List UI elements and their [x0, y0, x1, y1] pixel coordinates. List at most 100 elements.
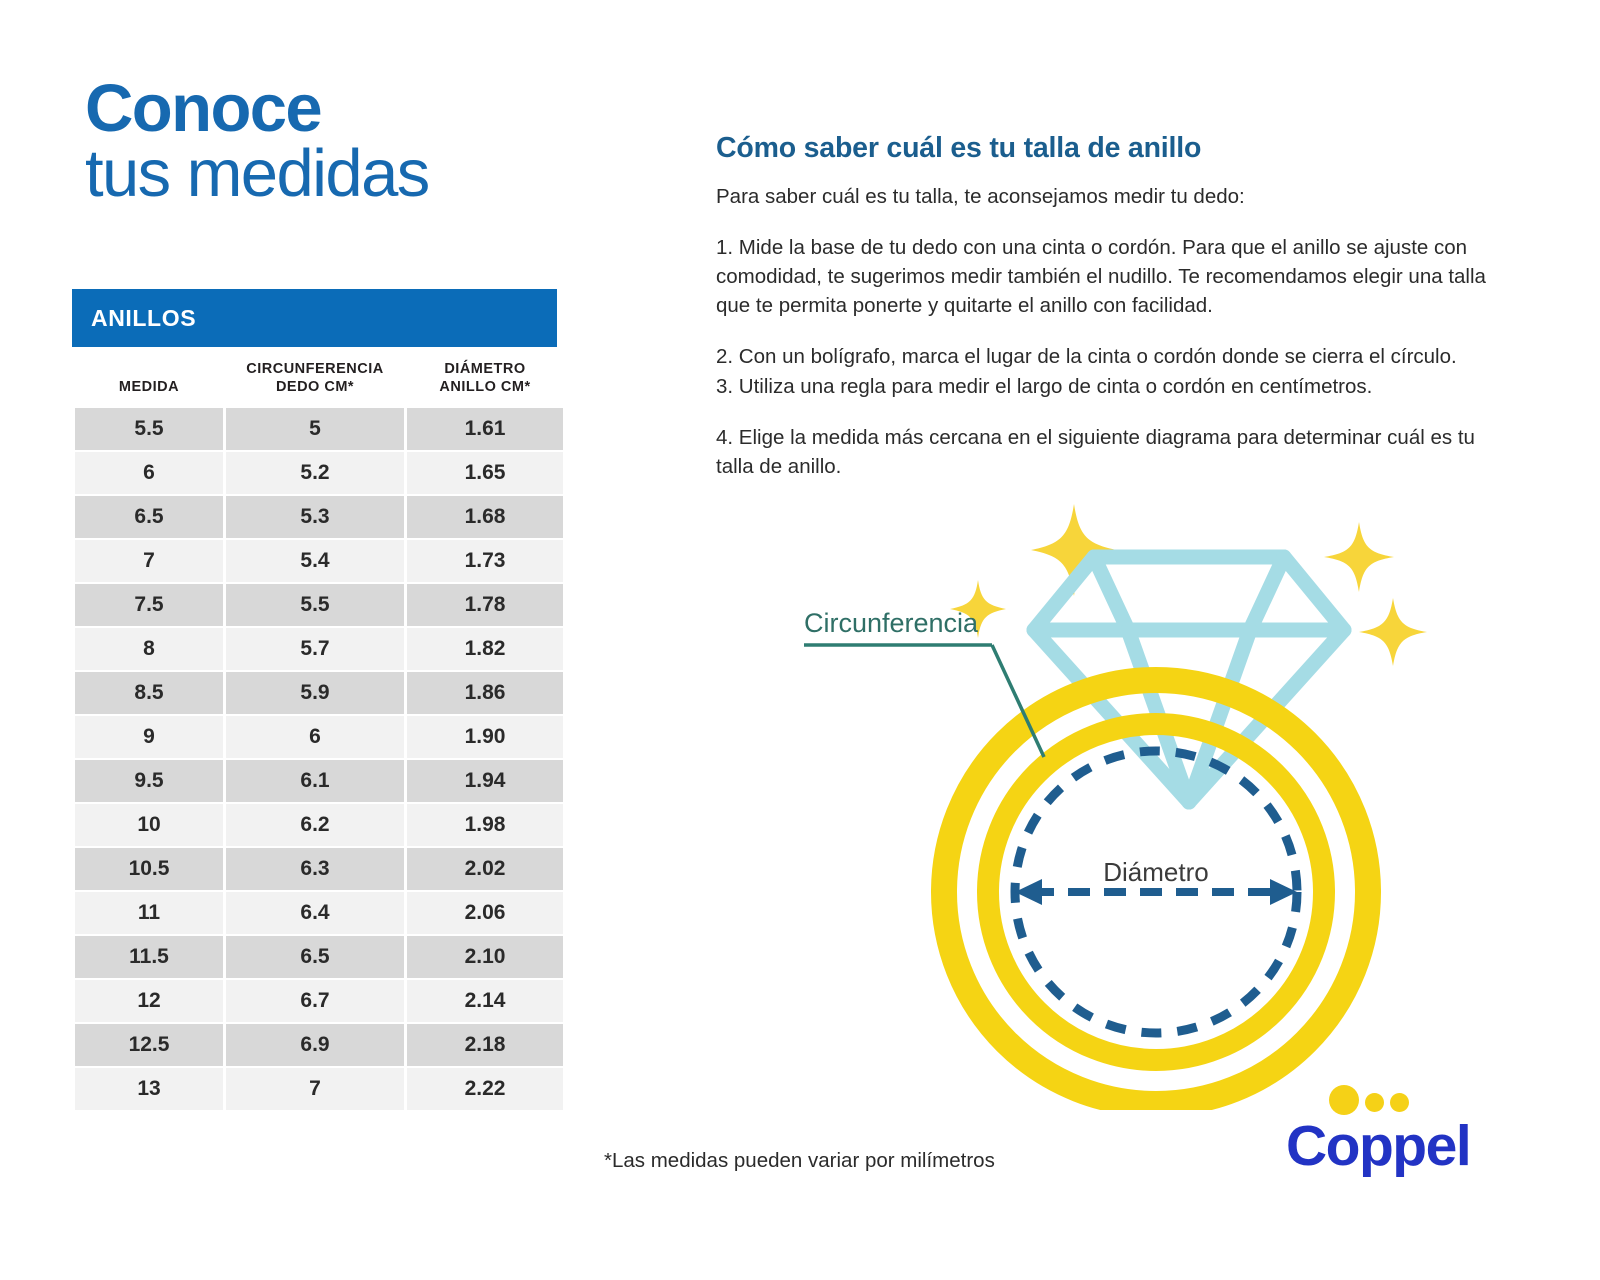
sparkle-icon-left — [950, 580, 1006, 638]
table-cell: 2.06 — [407, 892, 563, 935]
page-title: Conoce tus medidas — [85, 71, 430, 211]
table-cell: 2.10 — [407, 936, 563, 979]
instructions-title: Cómo saber cuál es tu talla de anillo — [716, 132, 1202, 164]
table-cell: 12 — [75, 980, 223, 1023]
table-cell: 5.9 — [226, 672, 404, 715]
table-row: 12 6.7 2.14 — [75, 980, 563, 1023]
table-cell: 6.1 — [226, 760, 404, 803]
column-header-medida-line-1: MEDIDA — [118, 378, 180, 395]
headline-line-2: tus medidas — [85, 135, 430, 211]
column-header-diametro-line-1: DIÁMETRO — [444, 361, 526, 377]
column-header-circunferencia-line-1: CIRCUNFERENCIA — [246, 361, 384, 377]
table-row: 9.5 6.1 1.94 — [75, 760, 563, 803]
table-row: 8.5 5.9 1.86 — [75, 672, 563, 715]
table-cell: 2.22 — [407, 1068, 563, 1111]
table-row: 10 6.2 1.98 — [75, 804, 563, 847]
instructions-step-1: 1. Mide la base de tu dedo con una cinta… — [716, 236, 1486, 318]
table-row: 7.5 5.5 1.78 — [75, 584, 563, 627]
sparkle-icon-top-left — [1031, 504, 1117, 596]
table-cell: 1.82 — [407, 628, 563, 671]
measurements-table: MEDIDA CIRCUNFERENCIA DEDO CM* DIÁMETRO … — [72, 351, 566, 1112]
table-cell: 10.5 — [75, 848, 223, 891]
instructions-intro: Para saber cuál es tu talla, te aconseja… — [716, 185, 1245, 208]
column-header-circunferencia: CIRCUNFERENCIA DEDO CM* — [226, 353, 404, 406]
table-cell: 9.5 — [75, 760, 223, 803]
circumference-label: Circunferencia — [804, 608, 979, 638]
table-cell: 7 — [226, 1068, 404, 1111]
table-cell: 1.94 — [407, 760, 563, 803]
diameter-arrowheads — [1015, 879, 1297, 905]
left-column: Conoce tus medidas ANILLOS MEDIDA CIRCUN… — [72, 0, 563, 1280]
table-header-row: MEDIDA CIRCUNFERENCIA DEDO CM* DIÁMETRO … — [75, 353, 563, 406]
table-cell: 11 — [75, 892, 223, 935]
right-column: Cómo saber cuál es tu talla de anillo Pa… — [716, 0, 1516, 1280]
footnote: *Las medidas pueden variar por milímetro… — [604, 1149, 995, 1172]
table-row: 11.5 6.5 2.10 — [75, 936, 563, 979]
table-row: 7 5.4 1.73 — [75, 540, 563, 583]
table-cell: 6.2 — [226, 804, 404, 847]
table-cell: 6.3 — [226, 848, 404, 891]
table-cell: 1.65 — [407, 452, 563, 495]
instructions-step-2: 2. Con un bolígrafo, marca el lugar de l… — [716, 345, 1457, 369]
table-row: 13 7 2.22 — [75, 1068, 563, 1111]
column-header-diametro-line-2: ANILLO CM* — [439, 378, 531, 395]
table-head: MEDIDA CIRCUNFERENCIA DEDO CM* DIÁMETRO … — [75, 353, 563, 406]
table-cell: 9 — [75, 716, 223, 759]
instructions-step-4: 4. Elige la medida más cercana en el sig… — [716, 425, 1475, 478]
table-cell: 1.61 — [407, 408, 563, 451]
logo-dot-large — [1329, 1085, 1359, 1115]
table-row: 9 6 1.90 — [75, 716, 563, 759]
ring-size-table: ANILLOS MEDIDA CIRCUNFERENCIA DEDO CM* D… — [72, 289, 563, 1112]
table-cell: 6.5 — [226, 936, 404, 979]
diameter-label: Diámetro — [1103, 857, 1208, 887]
table-cell: 1.78 — [407, 584, 563, 627]
table-row: 6 5.2 1.65 — [75, 452, 563, 495]
table-cell: 5 — [226, 408, 404, 451]
table-cell: 7 — [75, 540, 223, 583]
headline-line-1: Conoce — [85, 71, 323, 146]
table-cell: 8 — [75, 628, 223, 671]
table-cell: 7.5 — [75, 584, 223, 627]
table-cell: 1.90 — [407, 716, 563, 759]
table-row: 6.5 5.3 1.68 — [75, 496, 563, 539]
table-cell: 13 — [75, 1068, 223, 1111]
instructions-step-3: 3. Utiliza una regla para medir el largo… — [716, 374, 1373, 398]
table-cell: 1.73 — [407, 540, 563, 583]
table-cell: 2.02 — [407, 848, 563, 891]
table-title-label: ANILLOS — [91, 304, 197, 331]
table-cell: 6 — [75, 452, 223, 495]
circumference-leader — [804, 643, 1046, 758]
table-cell: 5.5 — [226, 584, 404, 627]
table-cell: 8.5 — [75, 672, 223, 715]
table-cell: 6.7 — [226, 980, 404, 1023]
ring-band — [931, 667, 1381, 1110]
table-title-bar: ANILLOS — [72, 289, 557, 347]
sparkle-icon-right-lower — [1359, 598, 1427, 666]
table-row: 5.5 5 1.61 — [75, 408, 563, 451]
table-cell: 10 — [75, 804, 223, 847]
instructions-body: Para saber cuál es tu talla, te aconseja… — [716, 182, 1506, 503]
table-cell: 1.68 — [407, 496, 563, 539]
table-row: 8 5.7 1.82 — [75, 628, 563, 671]
table-cell: 5.4 — [226, 540, 404, 583]
column-header-medida: MEDIDA — [75, 353, 223, 406]
logo-dot-small — [1390, 1093, 1409, 1112]
column-header-circunferencia-line-2: DEDO CM* — [275, 378, 355, 395]
table-cell: 5.5 — [75, 408, 223, 451]
column-header-diametro: DIÁMETRO ANILLO CM* — [407, 353, 563, 406]
table-cell: 2.18 — [407, 1024, 563, 1067]
sparkle-icon-right-upper — [1324, 522, 1394, 592]
table-row: 10.5 6.3 2.02 — [75, 848, 563, 891]
table-cell: 6.4 — [226, 892, 404, 935]
table-cell: 2.14 — [407, 980, 563, 1023]
table-body: 5.5 5 1.61 6 5.2 1.65 6.5 5.3 1.68 7 5.4 1.73 7.5 5.5… — [75, 408, 563, 1111]
coppel-logo: Coppel — [1286, 1085, 1486, 1185]
table-cell: 6.5 — [75, 496, 223, 539]
table-cell: 1.86 — [407, 672, 563, 715]
table-cell: 11.5 — [75, 936, 223, 979]
logo-dot-medium — [1365, 1093, 1384, 1112]
table-cell: 5.7 — [226, 628, 404, 671]
ring-diagram: Diámetro Circunferencia — [776, 480, 1516, 1110]
table-cell: 12.5 — [75, 1024, 223, 1067]
table-cell: 6.9 — [226, 1024, 404, 1067]
